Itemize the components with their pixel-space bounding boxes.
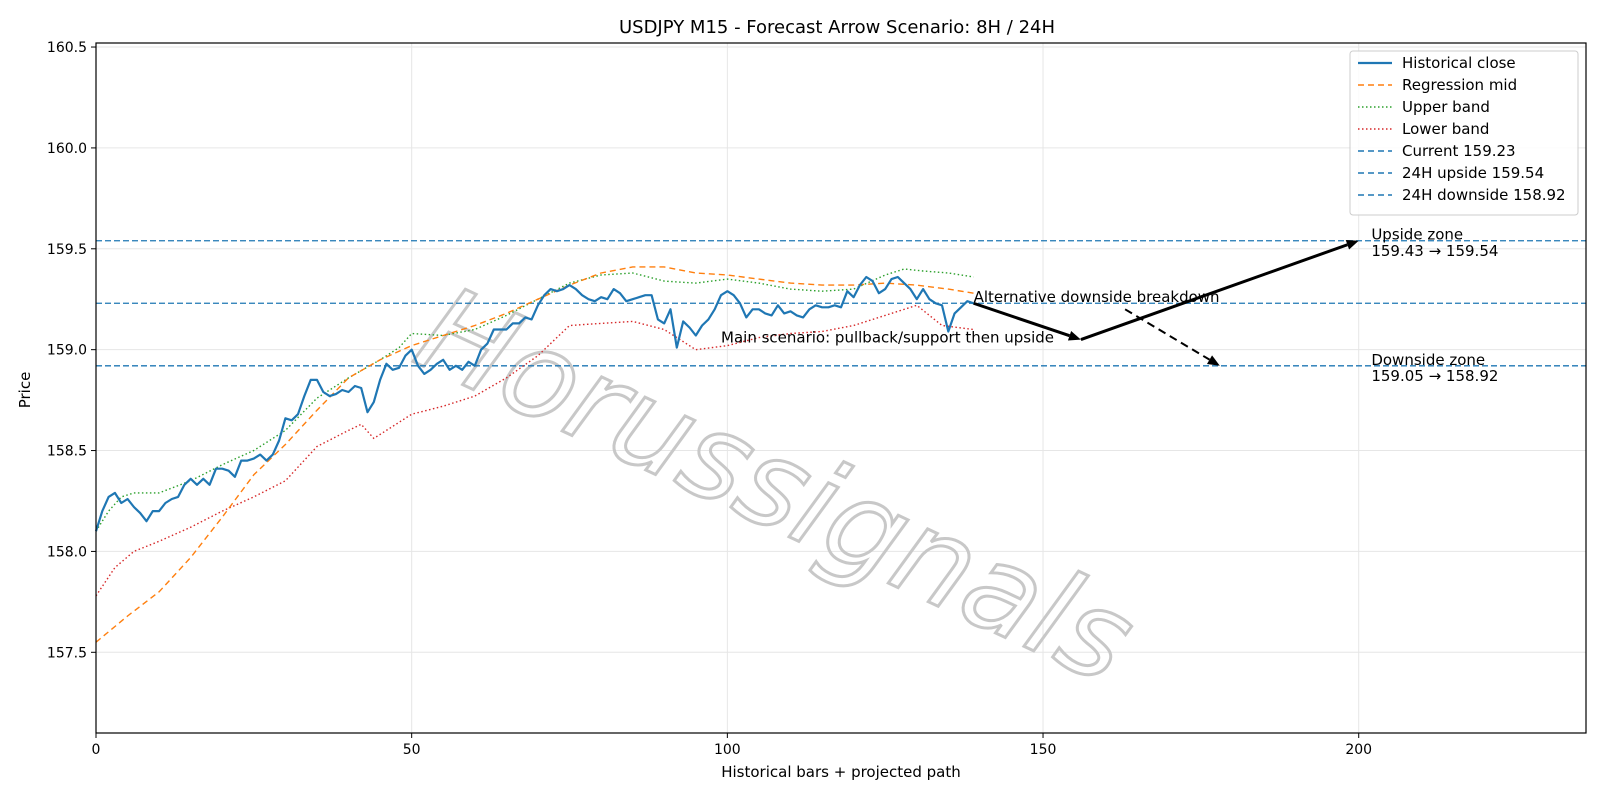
y-axis-label: Price xyxy=(16,372,34,409)
legend-entry: Lower band xyxy=(1402,120,1489,138)
chart-title: USDJPY M15 - Forecast Arrow Scenario: 8H… xyxy=(619,17,1055,38)
legend-entry: 24H downside 158.92 xyxy=(1402,186,1566,204)
series-group xyxy=(94,266,974,643)
legend-box xyxy=(1349,50,1579,216)
arrow-head xyxy=(1206,355,1220,366)
annotation-text: Main scenario: pullback/support then ups… xyxy=(721,329,1054,347)
x-tick-label: 0 xyxy=(92,742,101,758)
y-axis-ticks: 157.5 158.0 158.5 159.0 159.5 160.0 160.5 xyxy=(47,40,96,661)
y-tick-label: 158.5 xyxy=(47,444,87,460)
legend-entry: 24H upside 159.54 xyxy=(1402,164,1544,182)
annotation-text: Alternative downside breakdown xyxy=(974,288,1220,306)
y-tick-label: 159.5 xyxy=(47,242,87,258)
x-tick-label: 150 xyxy=(1030,742,1057,758)
y-tick-label: 157.5 xyxy=(47,645,87,661)
y-tick-label: 158.0 xyxy=(47,544,87,560)
scenario-arrow xyxy=(1080,243,1348,341)
series-line xyxy=(94,275,974,532)
annotation-text: Upside zone xyxy=(1371,226,1463,244)
annotations: Alternative downside breakdown Main scena… xyxy=(721,226,1498,385)
reference-lines xyxy=(96,240,1586,367)
x-tick-label: 200 xyxy=(1345,742,1372,758)
x-tick-label: 50 xyxy=(403,742,421,758)
x-tick-label: 100 xyxy=(714,742,741,758)
legend: Historical close Regression mid Upper band… xyxy=(1349,50,1579,216)
arrow-head xyxy=(1067,330,1081,341)
y-tick-label: 160.5 xyxy=(47,40,87,56)
annotation-text: Downside zone xyxy=(1371,351,1485,369)
legend-entry: Historical close xyxy=(1402,54,1516,72)
scenario-arrows xyxy=(973,240,1359,366)
scenario-arrow xyxy=(1124,308,1211,361)
annotation-text: 159.43 → 159.54 xyxy=(1371,242,1498,260)
x-axis-label: Historical bars + projected path xyxy=(721,763,961,781)
y-tick-label: 159.0 xyxy=(47,343,87,359)
legend-entry: Current 159.23 xyxy=(1402,142,1516,160)
y-tick-label: 160.0 xyxy=(47,141,87,157)
x-axis-ticks: 0 50 100 150 200 xyxy=(92,733,1372,758)
series-line xyxy=(95,268,974,532)
legend-entry: Regression mid xyxy=(1402,76,1517,94)
legend-entry: Upper band xyxy=(1402,98,1490,116)
plot-frame xyxy=(95,42,1587,734)
arrow-head xyxy=(1345,240,1359,250)
annotation-text: 159.05 → 158.92 xyxy=(1371,367,1498,385)
scenario-arrow xyxy=(973,301,1071,338)
series-line xyxy=(95,266,974,643)
